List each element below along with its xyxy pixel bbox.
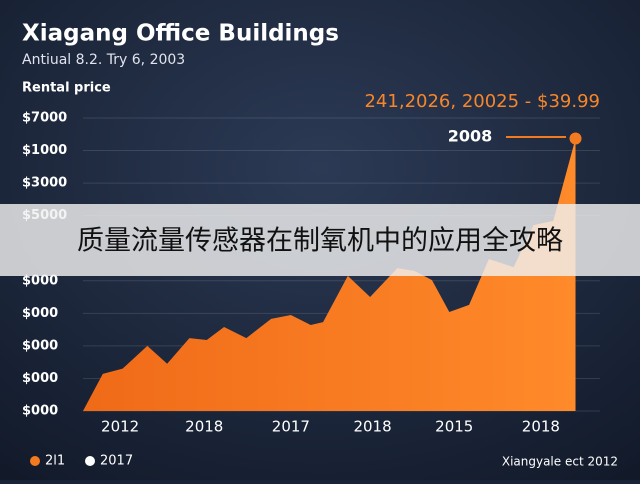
legend-label: 2017 <box>100 454 133 469</box>
y-tick-label: $000 <box>22 338 58 353</box>
x-tick-label: 2018 <box>522 418 560 436</box>
y-tick-label: $000 <box>22 273 58 288</box>
x-tick-label: 2012 <box>101 418 139 436</box>
x-tick-label: 2015 <box>435 418 473 436</box>
legend-swatch <box>30 456 40 466</box>
y-tick-label: $000 <box>22 371 58 386</box>
banner: 质量流量传感器在制氧机中的应用全攻略 <box>77 226 563 257</box>
y-tick-label: $000 <box>22 306 58 321</box>
y-tick-label: $000 <box>22 404 58 419</box>
y-tick-label: $1000 <box>22 143 67 158</box>
y-axis-label: Rental price <box>22 81 111 96</box>
subtitle: Antiual 8.2. Try 6, 2003 <box>22 52 185 68</box>
y-tick-label: $3000 <box>22 176 67 191</box>
banner-bg <box>0 204 640 276</box>
source: Xiangyale ect 2012 <box>502 455 618 469</box>
annotation: 241,2026, 20025 - $39.99 <box>364 91 600 112</box>
chart-title: Xiagang Office Buildings <box>22 21 339 47</box>
legend-label: 2l1 <box>45 454 65 469</box>
x-tick-label: 2017 <box>272 418 310 436</box>
area <box>83 138 576 411</box>
end-marker <box>569 132 582 145</box>
x-tick-label: 2018 <box>185 418 223 436</box>
x-tick-label: 2018 <box>353 418 391 436</box>
legend-swatch <box>85 456 95 466</box>
marker-label: 2008 <box>448 127 493 146</box>
legend: 2l1 2017 <box>30 454 133 469</box>
y-tick-label: $7000 <box>22 111 67 126</box>
